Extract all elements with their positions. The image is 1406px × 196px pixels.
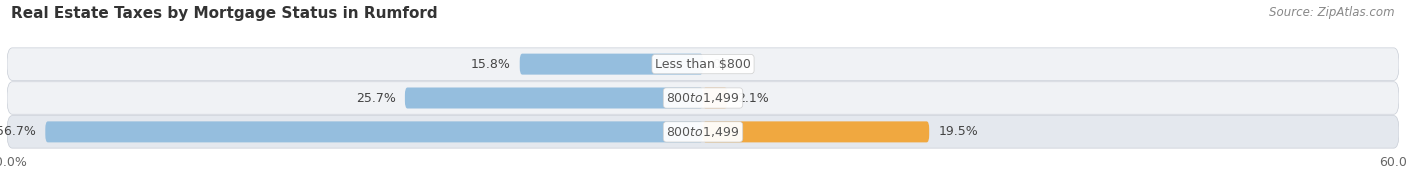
Text: $800 to $1,499: $800 to $1,499	[666, 91, 740, 105]
Text: 15.8%: 15.8%	[471, 58, 510, 71]
Text: Source: ZipAtlas.com: Source: ZipAtlas.com	[1270, 6, 1395, 19]
FancyBboxPatch shape	[520, 54, 703, 75]
FancyBboxPatch shape	[7, 116, 1399, 148]
Text: 56.7%: 56.7%	[0, 125, 37, 138]
Text: $800 to $1,499: $800 to $1,499	[666, 125, 740, 139]
FancyBboxPatch shape	[405, 87, 703, 109]
FancyBboxPatch shape	[7, 82, 1399, 114]
FancyBboxPatch shape	[45, 121, 703, 142]
FancyBboxPatch shape	[7, 48, 1399, 80]
Text: 0.0%: 0.0%	[713, 58, 744, 71]
FancyBboxPatch shape	[703, 87, 727, 109]
Text: 2.1%: 2.1%	[737, 92, 769, 104]
Text: 19.5%: 19.5%	[938, 125, 979, 138]
Text: Real Estate Taxes by Mortgage Status in Rumford: Real Estate Taxes by Mortgage Status in …	[11, 6, 437, 21]
Text: Less than $800: Less than $800	[655, 58, 751, 71]
FancyBboxPatch shape	[703, 121, 929, 142]
Text: 25.7%: 25.7%	[356, 92, 395, 104]
